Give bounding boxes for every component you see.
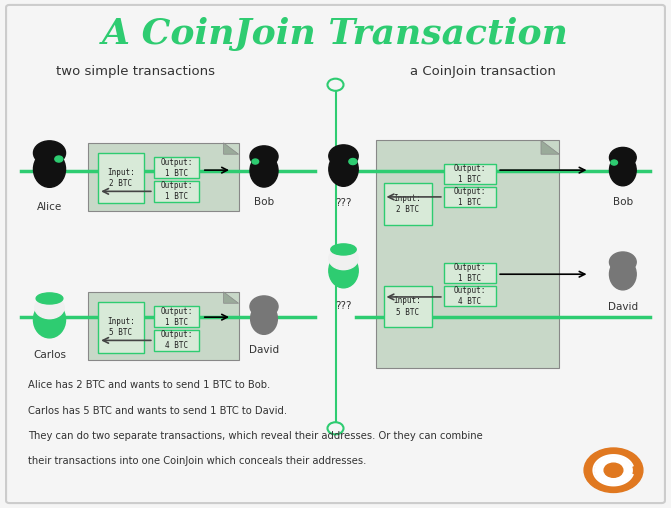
FancyBboxPatch shape xyxy=(154,330,199,351)
Text: Alice has 2 BTC and wants to send 1 BTC to Bob.: Alice has 2 BTC and wants to send 1 BTC … xyxy=(28,380,270,390)
Text: Input:: Input: xyxy=(107,168,135,177)
Ellipse shape xyxy=(329,152,358,186)
FancyBboxPatch shape xyxy=(444,286,496,306)
Text: 2 BTC: 2 BTC xyxy=(109,179,133,188)
Text: a CoinJoin transaction: a CoinJoin transaction xyxy=(409,65,556,78)
FancyBboxPatch shape xyxy=(154,181,199,202)
Text: Bob: Bob xyxy=(613,197,633,207)
Text: Output:: Output: xyxy=(454,286,486,295)
Circle shape xyxy=(329,145,358,167)
Text: 4 BTC: 4 BTC xyxy=(458,297,481,306)
Text: their transactions into one CoinJoin which conceals their addresses.: their transactions into one CoinJoin whi… xyxy=(28,456,366,466)
Text: Alice: Alice xyxy=(37,202,62,211)
Ellipse shape xyxy=(609,154,636,186)
Circle shape xyxy=(329,247,358,270)
Text: 2 BTC: 2 BTC xyxy=(396,205,419,214)
Circle shape xyxy=(34,141,66,165)
Text: Bob: Bob xyxy=(254,197,274,207)
Text: 1 BTC: 1 BTC xyxy=(458,175,481,184)
Circle shape xyxy=(595,456,632,485)
Text: Output:: Output: xyxy=(454,187,486,196)
Text: A CoinJoin Transaction: A CoinJoin Transaction xyxy=(102,17,569,51)
FancyBboxPatch shape xyxy=(98,153,144,204)
Text: 4 BTC: 4 BTC xyxy=(165,341,188,351)
Text: 1 BTC: 1 BTC xyxy=(165,193,188,201)
Circle shape xyxy=(609,147,636,168)
Text: Output:: Output: xyxy=(454,263,486,272)
Text: 1 BTC: 1 BTC xyxy=(165,169,188,178)
FancyBboxPatch shape xyxy=(444,263,496,283)
Text: Output:: Output: xyxy=(454,164,486,173)
Ellipse shape xyxy=(251,303,277,334)
Polygon shape xyxy=(223,292,239,303)
FancyBboxPatch shape xyxy=(384,183,431,225)
Text: Output:: Output: xyxy=(160,157,193,167)
Circle shape xyxy=(327,79,344,91)
Circle shape xyxy=(252,159,258,164)
Circle shape xyxy=(55,156,63,162)
Text: Carlos: Carlos xyxy=(33,350,66,360)
Text: Output:: Output: xyxy=(160,330,193,339)
FancyBboxPatch shape xyxy=(444,164,496,184)
FancyBboxPatch shape xyxy=(89,143,239,211)
Circle shape xyxy=(609,252,636,272)
FancyBboxPatch shape xyxy=(154,306,199,327)
Text: They can do two separate transactions, which reveal their addresses. Or they can: They can do two separate transactions, w… xyxy=(28,431,483,441)
Text: two simple transactions: two simple transactions xyxy=(56,65,215,78)
Circle shape xyxy=(349,158,357,165)
Text: Output:: Output: xyxy=(160,307,193,315)
Text: Output:: Output: xyxy=(160,181,193,190)
Ellipse shape xyxy=(329,253,358,288)
Text: 1 BTC: 1 BTC xyxy=(165,318,188,327)
Text: ???: ??? xyxy=(336,199,352,208)
Text: Input:: Input: xyxy=(394,297,421,305)
Circle shape xyxy=(327,422,344,434)
Text: David: David xyxy=(249,345,279,355)
Text: 5 BTC: 5 BTC xyxy=(396,308,419,316)
Circle shape xyxy=(250,146,278,167)
Ellipse shape xyxy=(609,259,636,290)
Circle shape xyxy=(611,160,617,165)
Polygon shape xyxy=(223,143,239,154)
Text: 1 BTC: 1 BTC xyxy=(458,274,481,283)
FancyBboxPatch shape xyxy=(154,157,199,178)
FancyBboxPatch shape xyxy=(89,292,239,360)
Ellipse shape xyxy=(34,301,66,338)
Ellipse shape xyxy=(331,244,356,255)
FancyBboxPatch shape xyxy=(384,286,431,327)
Text: 1 BTC: 1 BTC xyxy=(458,198,481,207)
Text: 5 BTC: 5 BTC xyxy=(109,328,133,337)
Text: Input:: Input: xyxy=(107,317,135,326)
FancyBboxPatch shape xyxy=(376,140,560,368)
Polygon shape xyxy=(541,140,560,154)
Circle shape xyxy=(35,297,64,319)
Text: Input:: Input: xyxy=(394,194,421,203)
FancyBboxPatch shape xyxy=(444,187,496,207)
Circle shape xyxy=(250,296,278,317)
Circle shape xyxy=(604,463,623,478)
Text: Carlos has 5 BTC and wants to send 1 BTC to David.: Carlos has 5 BTC and wants to send 1 BTC… xyxy=(28,405,287,416)
Ellipse shape xyxy=(250,154,278,187)
Text: ???: ??? xyxy=(336,301,352,310)
Ellipse shape xyxy=(34,151,66,187)
FancyBboxPatch shape xyxy=(98,302,144,353)
Ellipse shape xyxy=(36,293,63,304)
FancyBboxPatch shape xyxy=(6,5,665,503)
Circle shape xyxy=(584,448,643,492)
Text: David: David xyxy=(608,302,638,311)
